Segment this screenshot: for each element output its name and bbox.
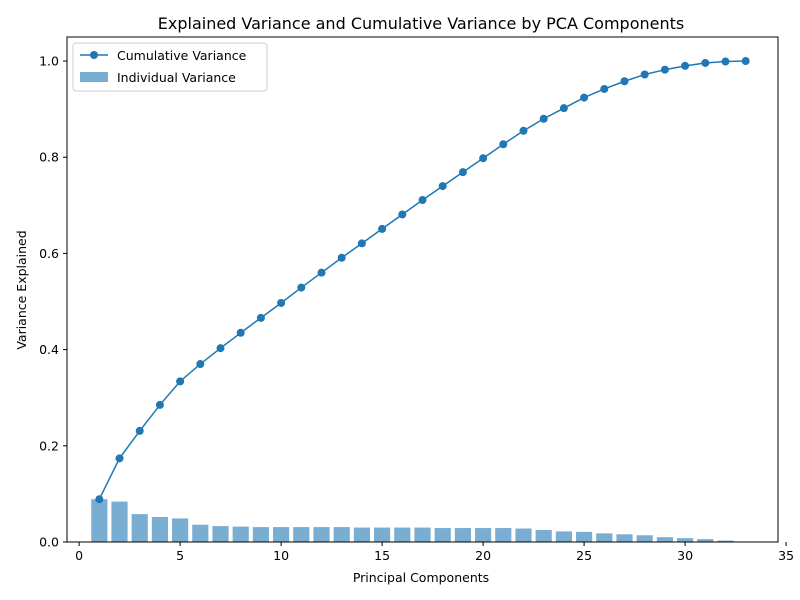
variance-bar: [91, 499, 108, 542]
y-tick-label: 0.8: [39, 150, 59, 165]
cumulative-variance-point: [701, 58, 710, 67]
variance-bar: [374, 527, 391, 542]
cumulative-variance-point: [660, 65, 669, 74]
variance-bar: [151, 516, 168, 542]
cumulative-variance-point: [519, 126, 528, 135]
variance-bar: [656, 537, 673, 542]
cumulative-variance-point: [721, 57, 730, 66]
cumulative-variance-point: [620, 77, 629, 86]
variance-bar: [616, 534, 633, 542]
cumulative-variance-point: [176, 377, 185, 386]
variance-bar: [596, 533, 613, 542]
variance-bar: [515, 528, 532, 542]
variance-bar: [252, 527, 269, 542]
variance-bar: [475, 528, 492, 542]
variance-bar: [454, 528, 471, 542]
plot-area: [66, 36, 779, 543]
variance-bar: [131, 514, 148, 542]
cumulative-variance-point: [337, 253, 346, 262]
legend: Cumulative Variance Individual Variance: [72, 42, 268, 92]
x-tick-label: 10: [273, 548, 289, 563]
variance-bar: [434, 528, 451, 542]
x-tick-label: 20: [475, 548, 491, 563]
variance-bar: [677, 538, 694, 542]
cumulative-variance-point: [236, 328, 245, 337]
variance-bar: [555, 531, 572, 542]
y-tick-label: 1.0: [39, 54, 59, 69]
cumulative-variance-point: [458, 168, 467, 177]
variance-bar: [273, 527, 290, 542]
cumulative-line-group: [95, 57, 750, 504]
x-tick-label: 5: [176, 548, 184, 563]
cumulative-variance-point: [479, 154, 488, 163]
x-tick-label: 15: [374, 548, 390, 563]
y-tick-label: 0.0: [39, 535, 59, 550]
variance-bar: [212, 526, 229, 542]
cumulative-variance-point: [378, 224, 387, 233]
cumulative-variance-point: [398, 210, 407, 219]
cumulative-variance-point: [155, 400, 164, 409]
variance-bar: [293, 527, 310, 542]
variance-bar: [697, 539, 714, 542]
variance-bar: [576, 531, 593, 542]
cumulative-variance-point: [135, 426, 144, 435]
legend-box: [72, 42, 268, 92]
variance-bar: [717, 540, 734, 542]
cumulative-variance-point: [741, 57, 750, 66]
cumulative-variance-point: [216, 344, 225, 353]
cumulative-variance-point: [499, 140, 508, 149]
variance-bar: [535, 529, 552, 542]
y-tick-label: 0.2: [39, 438, 59, 453]
variance-bar: [172, 518, 189, 542]
chart-title: Explained Variance and Cumulative Varian…: [158, 14, 684, 33]
cumulative-variance-point: [196, 360, 205, 369]
axes-frame: [66, 36, 779, 543]
cumulative-variance-point: [317, 268, 326, 277]
x-tick-label: 35: [778, 548, 794, 563]
cumulative-variance-point: [559, 104, 568, 113]
legend-label-individual-variance: Individual Variance: [117, 70, 236, 85]
x-axis: 0 5 10 15 20 25 30 35: [75, 542, 794, 563]
cumulative-variance-point: [681, 61, 690, 70]
cumulative-variance-point: [115, 454, 124, 463]
variance-bar: [495, 528, 512, 542]
cumulative-variance-point: [256, 313, 265, 322]
variance-bar: [192, 524, 209, 542]
variance-bar: [111, 501, 128, 542]
variance-bar: [414, 527, 431, 542]
cumulative-variance-point: [357, 239, 366, 248]
bars-group: [91, 499, 754, 542]
legend-label-cumulative-variance: Cumulative Variance: [117, 48, 247, 63]
variance-bar: [394, 527, 411, 542]
variance-bar: [353, 527, 370, 542]
cumulative-variance-point: [95, 495, 104, 504]
legend-line-marker: [90, 51, 98, 59]
variance-bar: [313, 527, 330, 542]
y-axis: 0.0 0.2 0.4 0.6 0.8 1.0: [39, 54, 67, 550]
x-tick-label: 30: [677, 548, 693, 563]
y-axis-label: Variance Explained: [14, 230, 29, 349]
y-tick-label: 0.6: [39, 246, 59, 261]
x-tick-label: 25: [576, 548, 592, 563]
x-axis-label: Principal Components: [353, 570, 489, 585]
cumulative-variance-point: [418, 196, 427, 205]
cumulative-variance-point: [277, 298, 286, 307]
y-tick-label: 0.4: [39, 342, 59, 357]
cumulative-variance-point: [640, 70, 649, 79]
variance-bar: [232, 526, 249, 542]
cumulative-variance-point: [297, 283, 306, 292]
variance-bar: [333, 527, 350, 542]
cumulative-variance-point: [539, 114, 548, 123]
variance-bar: [636, 535, 653, 542]
cumulative-variance-point: [580, 93, 589, 102]
cumulative-variance-point: [600, 84, 609, 93]
legend-bar-swatch: [80, 72, 108, 82]
cumulative-variance-point: [438, 182, 447, 191]
x-tick-label: 0: [75, 548, 83, 563]
